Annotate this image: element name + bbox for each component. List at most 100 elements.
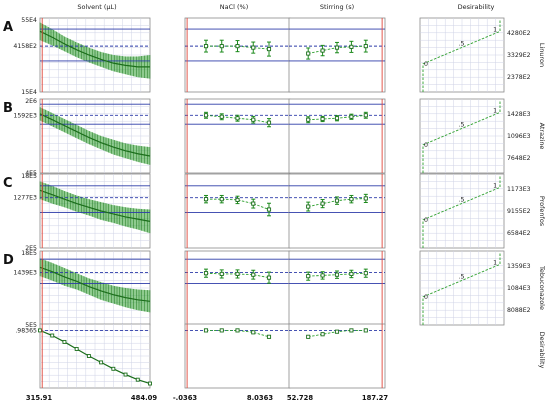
solvent-header: Solvent (µL): [77, 3, 116, 11]
stir-data-point: [306, 51, 311, 56]
nacl-data-point: [235, 271, 240, 276]
nacl-max-label: 8.0363: [247, 394, 273, 402]
response-row-c: C 18E5 2E5 1277E3 0 .5 1 1173E3 9155E2 6584E2 Prof…: [3, 173, 546, 252]
solvent-response-curve: [39, 30, 150, 68]
nacl-data-point: [235, 197, 240, 202]
solvent-desirability-point: [111, 366, 116, 371]
des-low-label: 0: [424, 217, 428, 224]
desirability-function-line: [422, 101, 501, 173]
response-name-label: Linuron: [538, 43, 546, 67]
stir-data-point: [334, 272, 340, 277]
nacl-data-point: [219, 44, 224, 49]
stir-panel-frame: [288, 323, 386, 389]
stir-panel-frame: [288, 173, 386, 249]
stir-data-point: [320, 332, 325, 337]
des-low-label: 0: [424, 61, 428, 68]
nacl-response-line: [206, 198, 270, 210]
des-high-label: 1: [493, 26, 497, 33]
nacl-response-line: [206, 329, 270, 338]
stir-panel-frame: [288, 250, 386, 326]
stirring-max-label: 187.27: [362, 394, 388, 402]
stir-data-point: [334, 45, 340, 50]
solvent-desirability-point: [74, 347, 79, 351]
nacl-data-point: [266, 207, 272, 212]
nacl-data-point: [266, 47, 272, 52]
stir-data-point: [349, 114, 354, 119]
solvent-desirability-point: [86, 354, 91, 358]
nacl-data-point: [251, 117, 256, 122]
solvent-max-label: 484.09: [131, 394, 157, 402]
nacl-panel-frame: [184, 98, 291, 174]
stir-data-point: [334, 198, 340, 203]
des-response-tick-label: 1428E3: [507, 111, 531, 118]
y-current-value-label: 1277E3: [13, 195, 37, 202]
nacl-data-point: [203, 197, 209, 202]
stir-data-point: [363, 328, 368, 333]
stirring-header: Stirring (s): [320, 3, 354, 11]
des-mid-label: .5: [459, 122, 465, 129]
desirability-header: Desirability: [458, 3, 495, 11]
des-high-label: 1: [493, 182, 497, 189]
stir-data-point: [363, 196, 368, 201]
des-response-tick-label: 6584E2: [507, 230, 531, 237]
y-top-tick-label: 55E4: [21, 17, 37, 24]
desirability-function-line: [422, 253, 501, 325]
stir-data-point: [363, 44, 368, 49]
desirability-function-line: [422, 20, 501, 92]
nacl-panel-frame: [184, 250, 291, 326]
des-response-tick-label: 1096E3: [507, 133, 531, 140]
row-letter-label: B: [3, 101, 13, 116]
stir-data-point: [334, 116, 340, 121]
solvent-desirability-point: [50, 333, 55, 338]
nacl-data-point: [219, 197, 224, 202]
nacl-header: NaCl (%): [220, 3, 249, 11]
stir-data-point: [349, 328, 354, 333]
des-response-tick-label: 1084E3: [507, 285, 531, 292]
stirring-min-label: 52.728: [287, 394, 313, 402]
column-headers: Solvent (µL) NaCl (%) Stirring (s) Desir…: [77, 3, 494, 11]
nacl-data-point: [251, 45, 256, 50]
y-bottom-tick-label: 5E5: [25, 322, 37, 329]
stir-data-point: [320, 116, 325, 122]
des-mid-label: .5: [459, 197, 465, 204]
y-current-value-label: 1439E3: [13, 269, 37, 276]
row-letter-label: A: [3, 20, 13, 35]
nacl-response-line: [206, 45, 270, 50]
stir-data-point: [306, 334, 311, 339]
nacl-panel-frame: [184, 173, 291, 249]
y-bottom-tick-label: 4E5: [25, 170, 37, 177]
response-name-label: Tebuconazole: [538, 265, 546, 310]
des-response-tick-label: 9155E2: [507, 208, 531, 215]
response-rows: A 55E4 15E4 4158E2 0 .5 1 4280E2 3329E2 2378E2 Lin…: [3, 17, 546, 329]
overall-response-label: Desirability: [538, 332, 546, 369]
stir-data-point: [306, 274, 311, 279]
des-response-tick-label: 8088E2: [507, 307, 531, 314]
nacl-data-point: [203, 328, 209, 333]
nacl-data-point: [266, 334, 272, 339]
y-bottom-tick-label: 15E4: [21, 89, 37, 96]
y-current-value-label: 1592E3: [13, 112, 37, 119]
des-mid-label: .5: [459, 274, 465, 281]
des-response-tick-label: 7648E2: [507, 155, 531, 162]
stir-data-point: [320, 201, 325, 206]
y-current-value-label: .98365: [15, 327, 37, 334]
stir-data-point: [363, 271, 368, 276]
nacl-data-point: [203, 44, 209, 49]
stir-panel-frame: [288, 17, 386, 93]
des-low-label: 0: [424, 294, 428, 301]
solvent-desirability-point: [38, 328, 42, 333]
y-current-value-label: 4158E2: [13, 43, 37, 50]
nacl-data-point: [235, 116, 240, 121]
nacl-data-point: [266, 120, 272, 125]
nacl-data-point: [203, 113, 209, 118]
des-low-label: 0: [424, 142, 428, 149]
response-name-label: Profenfos: [538, 196, 546, 227]
x-axis-labels: 315.91 484.09 -.0363 8.0363 52.728 187.2…: [26, 394, 388, 402]
solvent-desirability-point: [99, 360, 104, 365]
nacl-data-point: [235, 44, 240, 49]
solvent-desirability-point: [148, 381, 152, 386]
y-bottom-tick-label: 2E5: [25, 245, 37, 252]
stir-panel-frame: [288, 98, 386, 174]
response-row-b: B 2E6 4E5 1592E3 0 .5 1 1428E3 1096E3 7648E2 Atraz…: [3, 98, 546, 177]
